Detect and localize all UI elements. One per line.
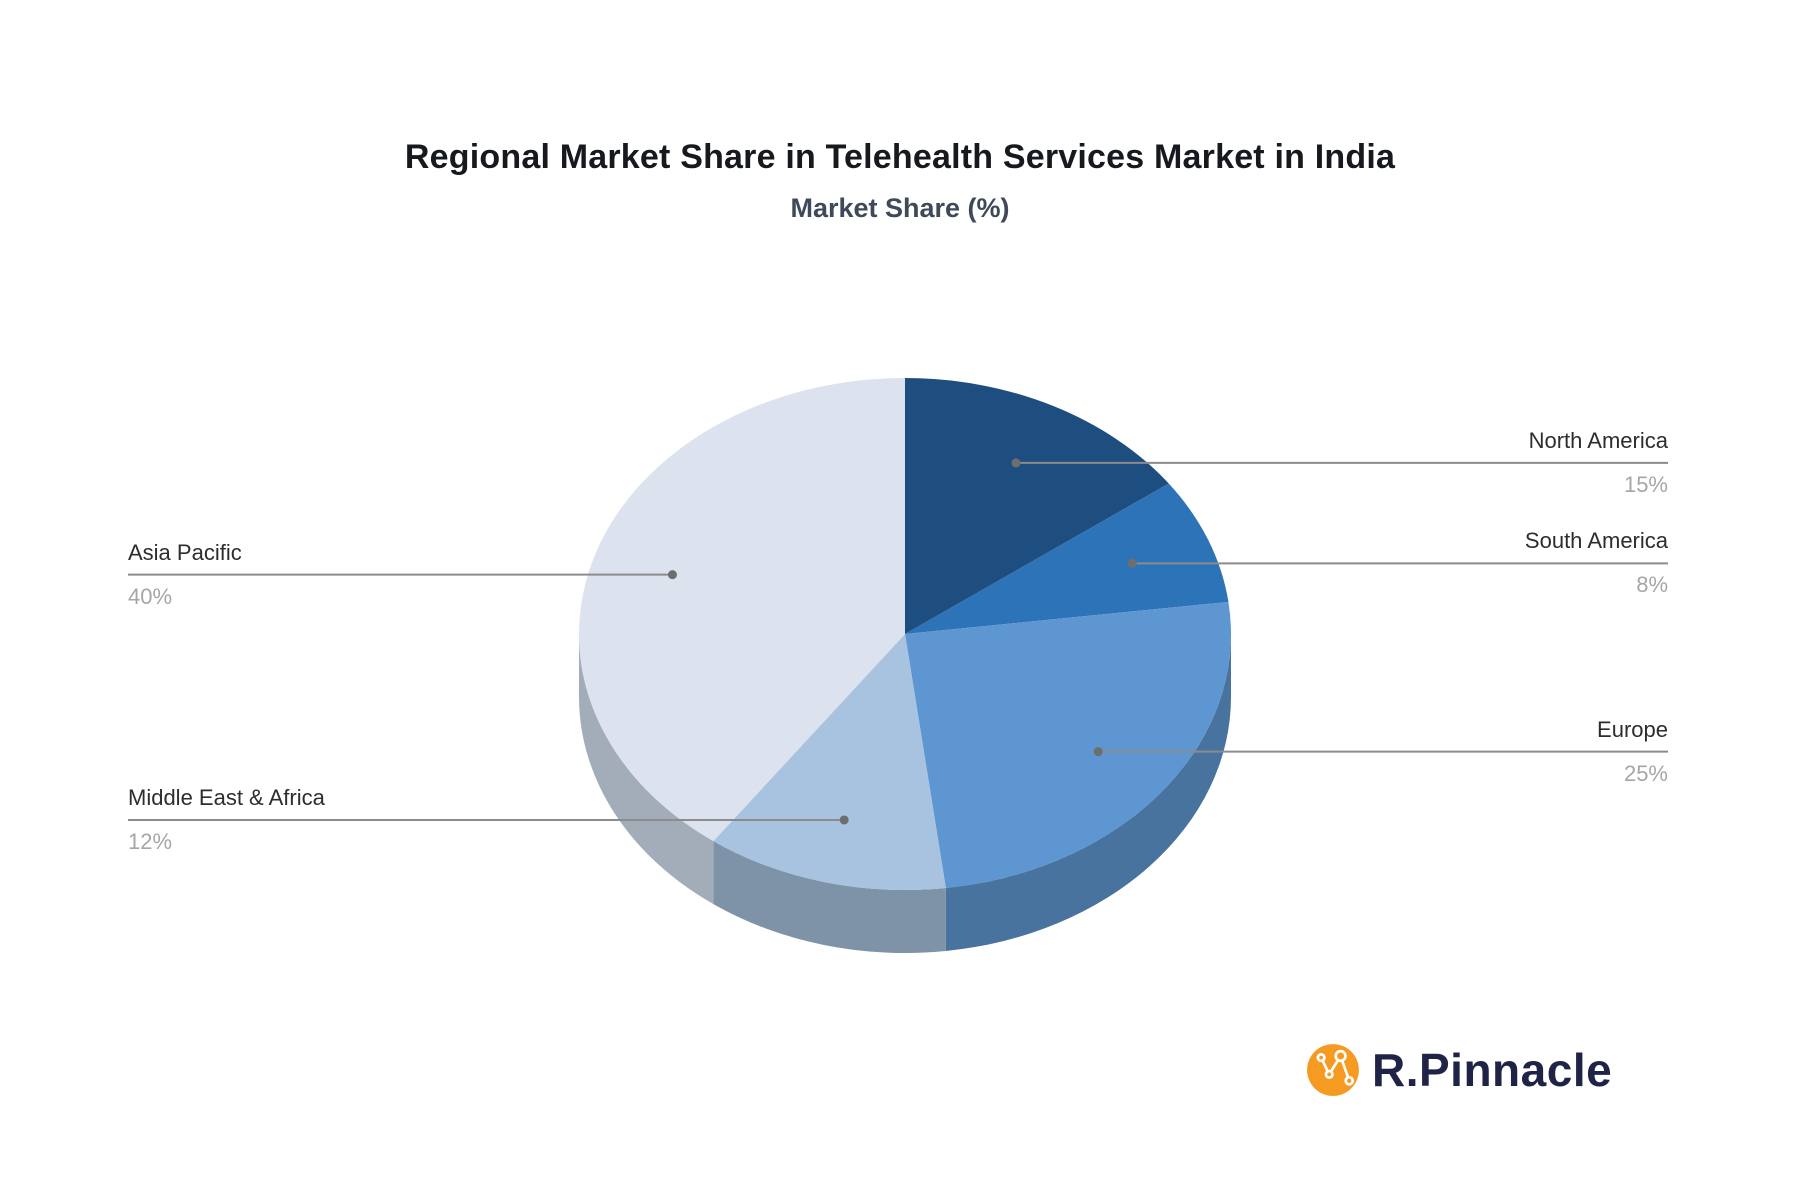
- callout-value-asia-pacific: 40%: [128, 583, 173, 609]
- callout-label-south-america: South America: [1524, 528, 1668, 554]
- callout-dot-north-america: [1011, 458, 1021, 468]
- callout-value-middle-east-africa: 12%: [128, 828, 173, 854]
- callout-dot-asia-pacific: [667, 570, 677, 580]
- callout-dot-middle-east-africa: [839, 815, 849, 825]
- pie-slice-asia-pacific: [579, 378, 905, 842]
- pie-slice-middle-east-africa: [713, 634, 946, 890]
- callout-label-europe: Europe: [1597, 716, 1668, 742]
- pie-slice-europe: [905, 601, 1232, 888]
- pie-slice-depth-europe: [945, 634, 1231, 951]
- rpinnacle-logo: R.Pinnacle: [1306, 1043, 1612, 1097]
- pie-slice-north-america: [905, 378, 1169, 634]
- callout-value-europe: 25%: [1623, 760, 1668, 786]
- pie-slice-depth-asia-pacific: [579, 634, 714, 905]
- pie-slice-south-america: [905, 483, 1229, 634]
- callout-dot-europe: [1093, 747, 1103, 757]
- network-nodes-icon: [1307, 1044, 1359, 1096]
- pie-slice-depth-middle-east-africa: [713, 841, 946, 954]
- callout-value-south-america: 8%: [1636, 572, 1668, 598]
- callout-label-asia-pacific: Asia Pacific: [128, 539, 242, 565]
- chart-title: Regional Market Share in Telehealth Serv…: [404, 138, 1396, 176]
- chart-subtitle: Market Share (%): [790, 193, 1010, 223]
- callout-label-north-america: North America: [1528, 427, 1668, 453]
- logo-text: R.Pinnacle: [1372, 1044, 1613, 1096]
- callout-value-north-america: 15%: [1623, 471, 1668, 497]
- callout-label-middle-east-africa: Middle East & Africa: [128, 784, 325, 810]
- callout-dot-south-america: [1127, 558, 1137, 568]
